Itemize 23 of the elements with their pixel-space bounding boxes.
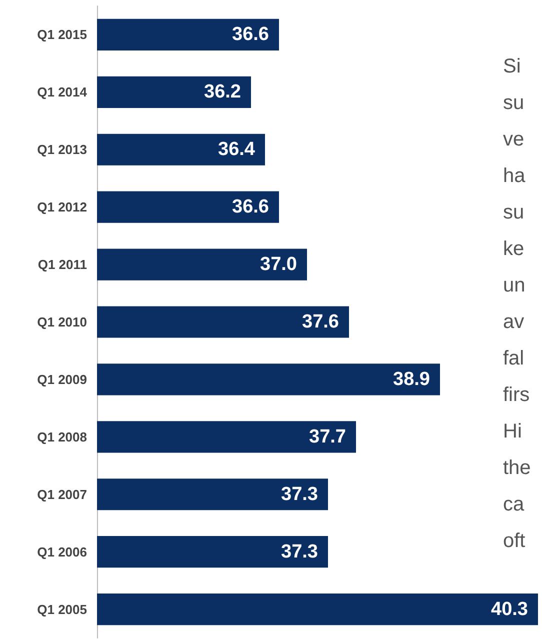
y-tick-label: Q1 2006 xyxy=(37,544,87,560)
data-label: 36.2 xyxy=(204,82,241,103)
y-tick-label: Q1 2005 xyxy=(37,602,87,617)
y-tick-label: Q1 2009 xyxy=(37,372,87,387)
data-label: 38.9 xyxy=(393,368,430,390)
data-label: 37.0 xyxy=(260,254,297,276)
y-tick-label: Q1 2014 xyxy=(37,84,88,100)
y-tick-label: Q1 2013 xyxy=(37,142,87,158)
data-label: 37.6 xyxy=(302,312,339,332)
data-label: 37.3 xyxy=(281,541,318,562)
y-tick-label: Q1 2008 xyxy=(37,429,87,444)
y-tick-label: Q1 2010 xyxy=(37,314,87,330)
data-label: 36.4 xyxy=(218,139,256,160)
data-label: 40.3 xyxy=(491,598,528,620)
y-tick-label: Q1 2015 xyxy=(37,27,87,42)
y-tick-label: Q1 2012 xyxy=(37,200,87,215)
y-tick-label: Q1 2007 xyxy=(37,486,87,502)
y-tick-label: Q1 2011 xyxy=(38,257,87,272)
data-label: 37.7 xyxy=(309,426,346,448)
text: Si su ve ha su ke un av fal firs Hi the ca oft xyxy=(503,55,531,552)
data-label: 36.6 xyxy=(232,196,269,218)
data-label: 37.3 xyxy=(281,484,318,505)
data-label: 36.6 xyxy=(232,24,269,46)
